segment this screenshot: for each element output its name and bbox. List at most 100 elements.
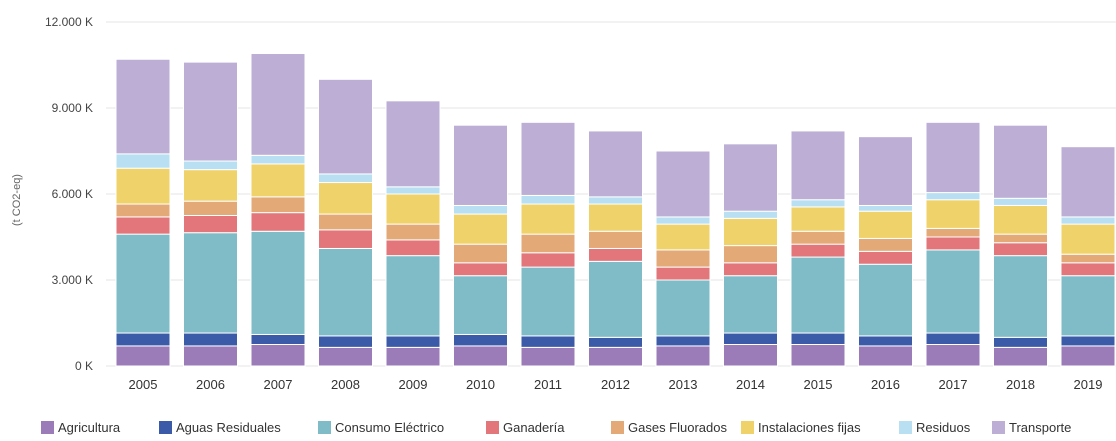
x-tick-label: 2005: [129, 377, 158, 392]
bar-segment: [115, 203, 171, 218]
y-tick-label: 0 K: [75, 359, 93, 373]
bar-segment: [1060, 275, 1116, 337]
x-tick-label: 2014: [736, 377, 765, 392]
legend-label: Consumo Eléctrico: [335, 420, 444, 435]
bar-segment: [790, 206, 846, 232]
y-tick-label: 12.000 K: [45, 15, 93, 29]
legend-label: Gases Fluorados: [628, 420, 727, 435]
bar-segment: [790, 230, 846, 245]
x-tick-label: 2018: [1006, 377, 1035, 392]
bar-segment: [655, 223, 711, 251]
bar-segment: [385, 223, 441, 241]
bar-segment: [520, 266, 576, 337]
legend-swatch: [611, 421, 624, 434]
bar-segment: [520, 233, 576, 254]
legend-item: Agricultura: [41, 420, 121, 435]
bar-segment: [115, 345, 171, 367]
bar-segment: [723, 332, 778, 345]
bar-segment: [453, 204, 508, 215]
bar-segment: [520, 346, 576, 367]
bar-segment: [655, 279, 711, 337]
legend-item: Residuos: [899, 420, 971, 435]
bar-segment: [250, 230, 306, 335]
legend-item: Ganadería: [486, 420, 565, 435]
legend-label: Instalaciones fijas: [758, 420, 861, 435]
legend-label: Aguas Residuales: [176, 420, 281, 435]
legend-item: Consumo Eléctrico: [318, 420, 444, 435]
bar-segment: [723, 143, 778, 212]
bar-segment: [588, 247, 643, 262]
bar-segment: [520, 194, 576, 205]
bar-segment: [520, 335, 576, 348]
bar-segment: [790, 344, 846, 367]
bar-segment: [453, 213, 508, 245]
bar-segment: [1060, 146, 1116, 218]
legend-swatch: [741, 421, 754, 434]
bar-segment: [183, 200, 238, 217]
bar-segment: [925, 199, 981, 229]
bar-segment: [250, 333, 306, 346]
bar-segment: [723, 262, 778, 277]
bar-stack: [385, 100, 441, 367]
bar-segment: [925, 121, 981, 194]
legend-swatch: [159, 421, 172, 434]
bar-segment: [115, 153, 171, 169]
bar-segment: [858, 345, 913, 367]
bar-segment: [115, 332, 171, 347]
bar-segment: [858, 210, 913, 239]
bar-segment: [385, 186, 441, 195]
bar-segment: [925, 344, 981, 367]
bar-segment: [993, 233, 1048, 244]
bar-segment: [453, 243, 508, 264]
bar-segment: [723, 210, 778, 219]
y-axis-title: (t CO2-eq): [11, 174, 23, 226]
y-tick-label: 6.000 K: [52, 187, 93, 201]
x-tick-label: 2011: [534, 377, 562, 392]
bar-stack: [453, 124, 508, 367]
bar-segment: [183, 232, 238, 334]
bar-segment: [655, 266, 711, 281]
bar-stack: [858, 136, 913, 367]
bar-stack: [588, 130, 643, 367]
bar-stack: [993, 124, 1048, 367]
bar-segment: [318, 346, 373, 367]
legend-label: Ganadería: [503, 420, 565, 435]
bar-segment: [318, 335, 373, 348]
bar-segment: [183, 215, 238, 234]
bar-segment: [588, 130, 643, 198]
bar-segment: [993, 197, 1048, 206]
bar-segment: [250, 196, 306, 214]
bar-segment: [1060, 223, 1116, 255]
bar-segment: [588, 230, 643, 249]
bar-segment: [385, 346, 441, 367]
legend-label: Agricultura: [58, 420, 121, 435]
x-tick-label: 2008: [331, 377, 360, 392]
bar-segment: [318, 182, 373, 215]
bar-stack: [925, 121, 981, 367]
bar-segment: [993, 346, 1048, 367]
bar-segment: [1060, 216, 1116, 225]
bar-stack: [183, 61, 238, 367]
bar-segment: [385, 335, 441, 348]
bar-segment: [858, 335, 913, 347]
bar-segment: [385, 100, 441, 188]
x-tick-label: 2012: [601, 377, 630, 392]
legend: Agricultura Aguas Residuales Consumo Eléct…: [41, 420, 1071, 435]
bar-segment: [1060, 345, 1116, 367]
bar-segment: [790, 199, 846, 208]
bar-segment: [453, 333, 508, 347]
bar-segment: [520, 252, 576, 268]
bar-segment: [858, 136, 913, 206]
bar-segment: [385, 255, 441, 337]
bar-segment: [453, 275, 508, 335]
bar-segment: [183, 61, 238, 162]
bar-segment: [453, 124, 508, 206]
bar-segment: [858, 263, 913, 337]
x-tick-label: 2013: [669, 377, 698, 392]
legend-swatch: [992, 421, 1005, 434]
legend-swatch: [41, 421, 54, 434]
x-tick-label: 2010: [466, 377, 495, 392]
bar-segment: [183, 169, 238, 202]
bar-segment: [318, 213, 373, 231]
bar-segment: [1060, 262, 1116, 277]
